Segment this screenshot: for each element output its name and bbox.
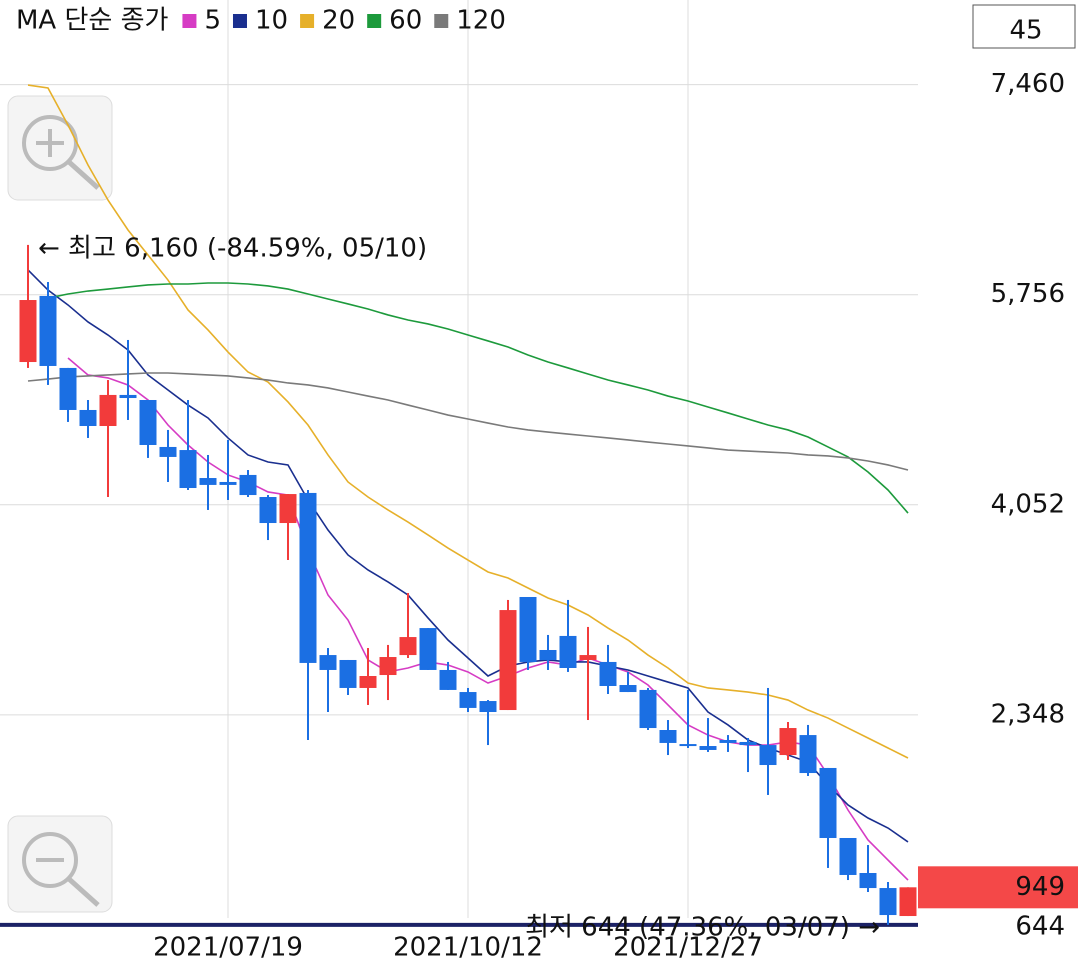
candle-body (159, 446, 177, 457)
candle-body (79, 409, 97, 427)
candle-body (779, 728, 797, 756)
candle-body (619, 685, 637, 693)
zoom-in-handle (67, 160, 100, 190)
candle-body (439, 669, 457, 690)
current-price-label: 949 (1015, 872, 1065, 902)
legend-swatch (367, 14, 382, 28)
candle-body (179, 450, 197, 489)
candle-body (499, 610, 517, 711)
candle-body (479, 701, 497, 713)
candle-body (99, 394, 117, 427)
candles (19, 244, 917, 925)
candle-body (879, 888, 897, 916)
zoom-in-lens (22, 115, 78, 171)
candle-body (399, 637, 417, 656)
zoom-out-button[interactable] (7, 815, 113, 913)
candle-body (659, 730, 677, 743)
y-tick-label: 5,756 (991, 279, 1065, 309)
zoom-out-lens (22, 832, 78, 888)
candle-body (379, 657, 397, 676)
grid (0, 0, 918, 927)
labels: 7,460 5,756 4,052 2,348 644 2021/07/19 2021/10… (38, 69, 1078, 963)
candle-body (199, 478, 217, 485)
ma-line (47, 282, 909, 514)
y-tick-label: 7,460 (991, 69, 1065, 99)
candle-body (139, 399, 157, 445)
legend: MA 단순 종가 5 10 20 60 120 (16, 6, 506, 36)
y-tick-label: 2,348 (991, 699, 1065, 729)
candle-body (539, 649, 557, 660)
candle-body (119, 394, 137, 399)
candle-body (279, 494, 297, 524)
low-annotation: 최저 644 (47.36%, 03/07) → (525, 913, 880, 943)
candle-body (639, 689, 657, 729)
candle-body (759, 745, 777, 766)
candle-body (719, 739, 737, 743)
candle-body (259, 497, 277, 524)
legend-swatch (182, 14, 197, 28)
legend-label: 60 (389, 6, 422, 36)
legend-swatch (434, 14, 449, 28)
legend-swatch (300, 14, 315, 28)
candle-body (559, 635, 577, 668)
legend-label: 20 (322, 6, 355, 36)
legend-label: 120 (456, 6, 506, 36)
candle-body (319, 655, 337, 670)
candle-body (579, 655, 597, 660)
chart-title: MA 단순 종가 (16, 6, 169, 36)
zoom-out-handle (67, 877, 100, 907)
candle-body (39, 295, 57, 366)
period-value: 45 (1009, 16, 1042, 46)
legend-label: 5 (204, 6, 221, 36)
candle-body (599, 661, 617, 686)
ma-line (27, 372, 909, 471)
candle-body (339, 659, 357, 688)
candle-body (519, 596, 537, 662)
high-annotation: ← 최고 6,160 (-84.59%, 05/10) (38, 233, 427, 263)
x-tick-label: 2021/12/27 (613, 933, 763, 963)
legend-swatch (232, 14, 247, 28)
candle-body (299, 492, 317, 663)
x-tick-label: 2021/07/19 (153, 933, 303, 963)
candle-body (219, 481, 237, 485)
candle-body (59, 367, 77, 410)
candle-body (819, 767, 837, 838)
candle-body (739, 741, 757, 746)
candle-body (899, 887, 917, 917)
period-box[interactable] (972, 4, 1076, 49)
y-tick-label: 644 (1015, 911, 1065, 941)
candle-body (859, 873, 877, 889)
candle-body (359, 676, 377, 688)
candle-body (419, 628, 437, 670)
candle-body (239, 474, 257, 496)
candle-body (679, 744, 697, 747)
ma-line (67, 357, 909, 881)
ma-line (27, 84, 909, 759)
candle-body (839, 837, 857, 875)
candle-body (699, 746, 717, 750)
legend-label: 10 (255, 6, 288, 36)
x-tick-label: 2021/10/12 (393, 933, 543, 963)
candle-body (459, 692, 477, 708)
candle-body (19, 300, 37, 363)
candle-body (799, 735, 817, 774)
zoom-in-button[interactable] (7, 95, 113, 201)
y-tick-label: 4,052 (991, 489, 1065, 519)
current-price-tag (918, 866, 1078, 909)
